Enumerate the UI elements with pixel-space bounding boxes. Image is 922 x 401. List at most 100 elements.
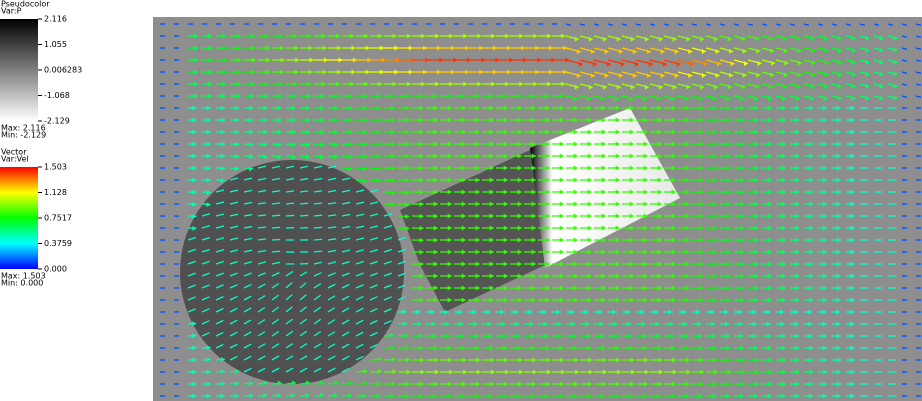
arrow-head	[836, 285, 841, 291]
arrow-head	[206, 369, 211, 375]
vector-arrow	[579, 23, 586, 26]
vector-arrow	[299, 177, 309, 181]
arrow-head	[531, 381, 536, 387]
arrow-head	[573, 285, 578, 291]
arrow-head	[781, 357, 786, 363]
vector-arrow	[341, 272, 350, 277]
vector-arrow	[229, 201, 239, 205]
arrow-head	[584, 309, 589, 315]
arrow-head	[713, 381, 718, 387]
arrow-head	[475, 141, 480, 147]
arrow-head	[643, 297, 648, 303]
arrow-head	[756, 72, 761, 78]
arrow-head	[320, 129, 325, 135]
arrow-head	[809, 357, 814, 363]
arrow-head	[503, 93, 508, 99]
vector-arrow	[229, 307, 238, 313]
arrow-head	[643, 117, 648, 123]
arrow-head	[646, 73, 651, 79]
vector-arrow	[901, 83, 908, 86]
arrow-head	[781, 213, 786, 219]
arrow-head	[475, 117, 480, 123]
arrow-head	[615, 165, 620, 171]
arrow-head	[671, 213, 676, 219]
vector-arrow	[327, 272, 336, 277]
arrow-head	[712, 117, 717, 123]
vector-arrow	[355, 201, 365, 205]
arrow-head	[449, 33, 454, 39]
vector-arrow	[355, 272, 364, 277]
vector-arrow	[257, 343, 266, 349]
vector-arrow	[243, 201, 253, 205]
arrow-head	[477, 81, 482, 87]
arrow-head	[754, 201, 759, 207]
vector-arrow	[369, 319, 378, 325]
arrow-head	[545, 249, 550, 255]
arrow-head	[809, 105, 814, 111]
vector-arrow	[369, 272, 378, 277]
arrow-head	[726, 297, 731, 303]
arrow-head	[531, 93, 536, 99]
arrow-head	[362, 105, 367, 111]
vector-arrow	[229, 260, 238, 265]
arrow-head	[489, 129, 494, 135]
arrow-head	[490, 369, 495, 375]
arrow-head	[744, 61, 749, 67]
arrow-head	[822, 309, 827, 315]
vector-arrow	[229, 189, 239, 193]
vector-arrow	[187, 236, 197, 241]
arrow-head	[781, 237, 786, 243]
arrow-head	[405, 213, 410, 219]
arrow-head	[220, 381, 225, 387]
arrow-head	[408, 69, 413, 75]
arrow-head	[503, 249, 508, 255]
arrow-head	[576, 49, 581, 55]
vector-arrow	[327, 214, 337, 217]
arrow-head	[795, 357, 800, 363]
arrow-head	[420, 369, 425, 375]
arrow-head	[726, 177, 731, 183]
arrow-head	[712, 237, 717, 243]
arrow-head	[629, 285, 634, 291]
arrow-head	[587, 105, 592, 111]
arrow-head	[503, 285, 508, 291]
arrow-head	[767, 261, 772, 267]
arrow-head	[781, 285, 786, 291]
arrow-head	[192, 345, 197, 351]
arrow-head	[740, 165, 745, 171]
vector-arrow	[201, 272, 210, 277]
arrow-head	[781, 249, 786, 255]
arrow-head	[660, 49, 665, 55]
arrow-head	[474, 333, 479, 339]
vector-arrow	[649, 23, 656, 26]
arrow-head	[592, 61, 597, 67]
vector-arrow	[285, 318, 293, 325]
arrow-head	[475, 261, 480, 267]
arrow-head	[475, 177, 480, 183]
arrow-head	[489, 297, 494, 303]
vector-arrow	[229, 343, 238, 349]
arrow-head	[264, 81, 269, 87]
vector-arrow	[313, 318, 322, 325]
arrow-head	[741, 84, 746, 90]
arrow-head	[517, 117, 522, 123]
arrow-head	[559, 117, 564, 123]
arrow-head	[573, 297, 578, 303]
arrow-head	[809, 237, 814, 243]
arrow-head	[809, 177, 814, 183]
arrow-head	[573, 261, 578, 267]
vector-arrow	[271, 250, 281, 253]
arrow-head	[753, 393, 758, 399]
arrow-head	[573, 345, 578, 351]
arrow-head	[294, 69, 299, 75]
arrow-head	[601, 297, 606, 303]
arrow-head	[545, 273, 550, 279]
arrow-head	[809, 201, 814, 207]
arrow-head	[194, 69, 199, 75]
arrow-head	[770, 60, 775, 66]
vector-arrow	[915, 83, 922, 86]
arrow-head	[433, 141, 438, 147]
arrow-head	[487, 321, 492, 327]
arrow-head	[781, 393, 786, 399]
arrow-head	[796, 84, 801, 90]
